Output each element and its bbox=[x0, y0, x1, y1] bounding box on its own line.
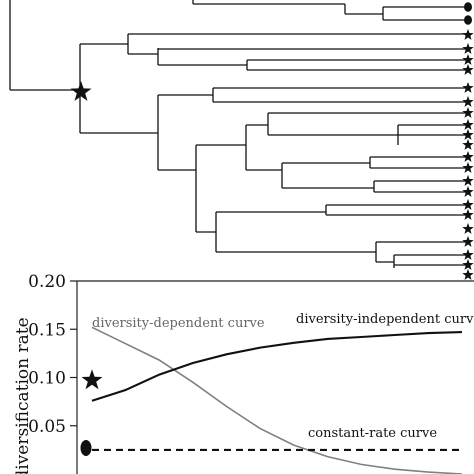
chart-axes bbox=[76, 280, 474, 474]
tip-star-marker bbox=[462, 54, 474, 65]
y-tick-label: 0.15 bbox=[28, 320, 66, 340]
tip-star-marker bbox=[462, 107, 474, 118]
tip-star-marker bbox=[462, 186, 474, 197]
label-diversity-independent: diversity-independent curve bbox=[296, 312, 474, 327]
series-line-2 bbox=[91, 331, 463, 402]
diversification-rate-chart: 0.20 0.15 0.10 0.05 diversification rate di… bbox=[13, 272, 474, 474]
phylogenetic-tree bbox=[9, 0, 466, 268]
tip-circle-marker bbox=[464, 15, 472, 25]
tip-circle-marker bbox=[464, 2, 472, 12]
tip-star-marker bbox=[462, 139, 474, 150]
tip-star-marker bbox=[462, 209, 474, 220]
tip-star-marker bbox=[462, 129, 474, 140]
rate-curves bbox=[91, 326, 463, 474]
tip-star-marker bbox=[462, 29, 474, 40]
series-line-1 bbox=[91, 326, 463, 474]
tip-star-marker bbox=[462, 151, 474, 162]
tip-star-marker bbox=[462, 269, 474, 280]
chart-markers bbox=[80, 369, 103, 456]
y-tick-label: 0.05 bbox=[28, 417, 66, 437]
tip-star-marker bbox=[462, 64, 474, 75]
root-star-marker bbox=[70, 81, 92, 101]
chart-circle-marker bbox=[80, 439, 92, 456]
tip-star-marker bbox=[462, 236, 474, 247]
y-axis-ticks: 0.20 0.15 0.10 0.05 bbox=[28, 272, 77, 437]
y-tick-label: 0.10 bbox=[28, 369, 66, 389]
chart-star-marker bbox=[81, 369, 103, 390]
tip-star-marker bbox=[462, 259, 474, 270]
tip-star-marker bbox=[462, 96, 474, 107]
tree-tip-markers bbox=[70, 2, 474, 280]
tip-star-marker bbox=[462, 175, 474, 186]
label-constant-rate: constant-rate curve bbox=[308, 426, 437, 441]
tip-star-marker bbox=[462, 199, 474, 210]
tip-star-marker bbox=[462, 162, 474, 173]
tip-star-marker bbox=[462, 119, 474, 130]
tip-star-marker bbox=[462, 43, 474, 54]
tip-star-marker bbox=[462, 223, 474, 234]
y-axis-label: diversification rate bbox=[13, 317, 33, 474]
label-diversity-dependent: diversity-dependent curve bbox=[92, 316, 265, 331]
tip-star-marker bbox=[462, 82, 474, 93]
tip-star-marker bbox=[462, 249, 474, 260]
y-tick-label: 0.20 bbox=[28, 272, 66, 292]
